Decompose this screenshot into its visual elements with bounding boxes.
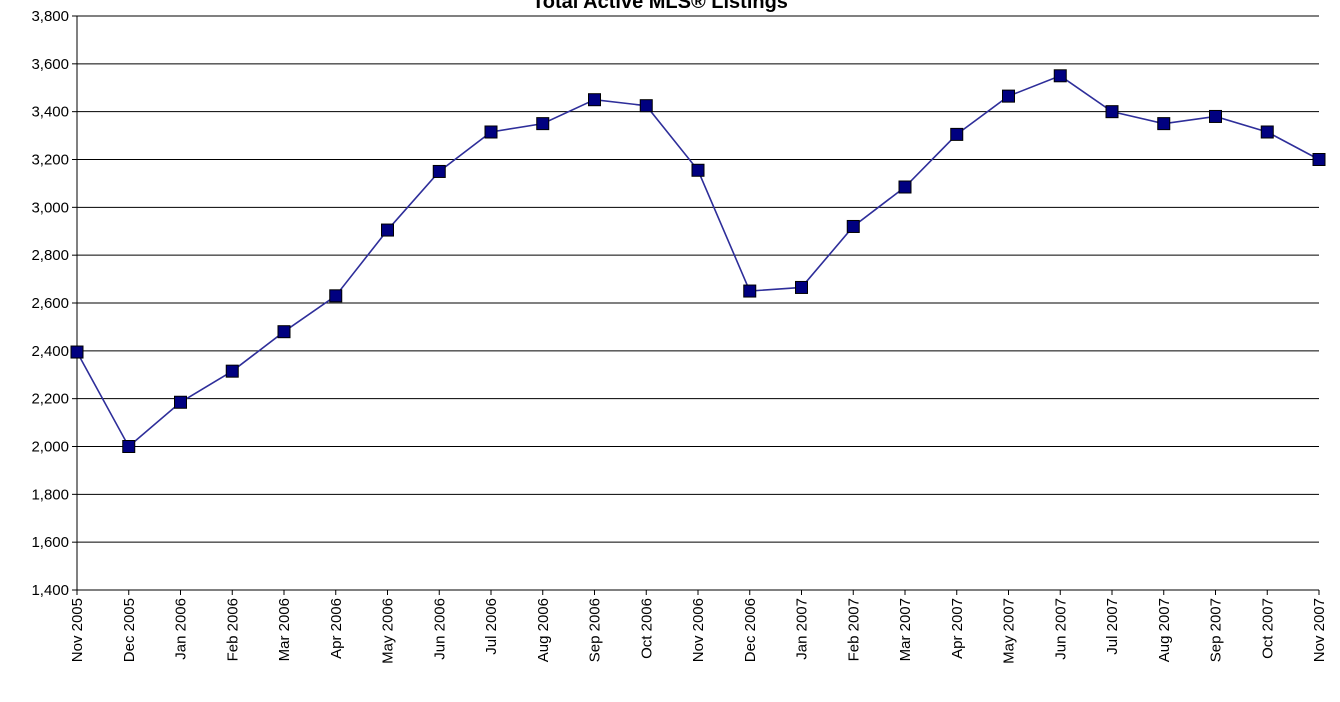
x-tick-label: May 2006 [380,598,397,664]
x-tick-label: Oct 2007 [1259,598,1276,659]
x-tick-label: Jul 2007 [1104,598,1121,655]
axes [72,15,1320,595]
data-point [484,125,498,139]
data-point [1209,109,1222,123]
y-tick-label: 3,800 [31,8,69,25]
x-tick-label: Nov 2005 [69,598,86,662]
x-tick-label: Apr 2006 [328,598,345,659]
x-tick-label: Nov 2007 [1311,598,1328,662]
y-tick-label: 2,400 [31,343,69,360]
data-point [795,280,808,294]
data-point [536,117,550,131]
x-tick-label: Jul 2006 [483,598,500,655]
data-point [639,99,653,113]
data-point [950,127,964,141]
x-tick-label: Mar 2007 [897,598,914,661]
x-tick-label: Dec 2006 [742,598,759,662]
x-tick-label: May 2007 [1001,598,1018,664]
series-line [76,74,1320,448]
y-tick-label: 2,200 [31,391,69,408]
y-tick-label: 3,400 [31,104,69,121]
data-point [898,180,912,194]
x-tick-label: Jun 2006 [431,598,448,660]
y-tick-label: 1,400 [31,582,69,599]
x-tick-label: Feb 2007 [845,598,862,661]
data-point [1260,125,1274,139]
data-point [1312,153,1326,166]
y-tick-label: 2,000 [31,439,69,456]
gridlines [77,15,1319,543]
data-point [174,395,187,409]
x-tick-label: Feb 2006 [224,598,241,661]
chart-title: Total Active MLS® Listings [532,0,788,13]
x-tick-label: Nov 2006 [690,598,707,662]
data-point [743,284,757,298]
data-point [432,164,446,178]
x-tick-label: Sep 2006 [587,598,604,662]
data-point [846,219,860,233]
data-point [122,440,136,453]
y-tick-label: 3,200 [31,152,69,169]
data-point [277,325,291,339]
data-point [70,345,84,359]
data-point [1105,105,1119,119]
x-tick-label: Oct 2006 [638,598,655,659]
x-tick-label: Mar 2006 [276,598,293,661]
data-point [588,93,601,107]
y-tick-label: 3,000 [31,199,69,216]
data-point [225,364,239,378]
data-point [329,289,343,303]
x-tick-label: Jan 2007 [794,598,811,660]
y-tick-label: 2,800 [31,247,69,264]
x-axis-tick-labels: Nov 2005 Dec 2005 Jan 2006 Feb 2006 Mar 2006… [69,598,1328,664]
y-tick-label: 1,800 [31,486,69,503]
series [70,69,1326,453]
y-tick-label: 2,600 [31,295,69,312]
x-tick-label: Jun 2007 [1052,598,1069,660]
y-axis-tick-labels: 1,400 1,600 1,800 2,000 2,200 2,400 2,600 2,800… [31,8,69,599]
data-point [691,163,705,177]
data-point [381,223,394,237]
y-tick-label: 3,600 [31,56,69,73]
x-tick-label: Dec 2005 [121,598,138,662]
x-tick-label: Aug 2007 [1156,598,1173,662]
x-tick-label: Apr 2007 [949,598,966,659]
x-tick-label: Aug 2006 [535,598,552,662]
data-point [1053,69,1067,83]
data-point [1157,117,1171,131]
y-tick-label: 1,600 [31,534,69,551]
data-point [1002,89,1015,103]
x-tick-label: Sep 2007 [1208,598,1225,662]
x-tick-label: Jan 2006 [173,598,190,660]
